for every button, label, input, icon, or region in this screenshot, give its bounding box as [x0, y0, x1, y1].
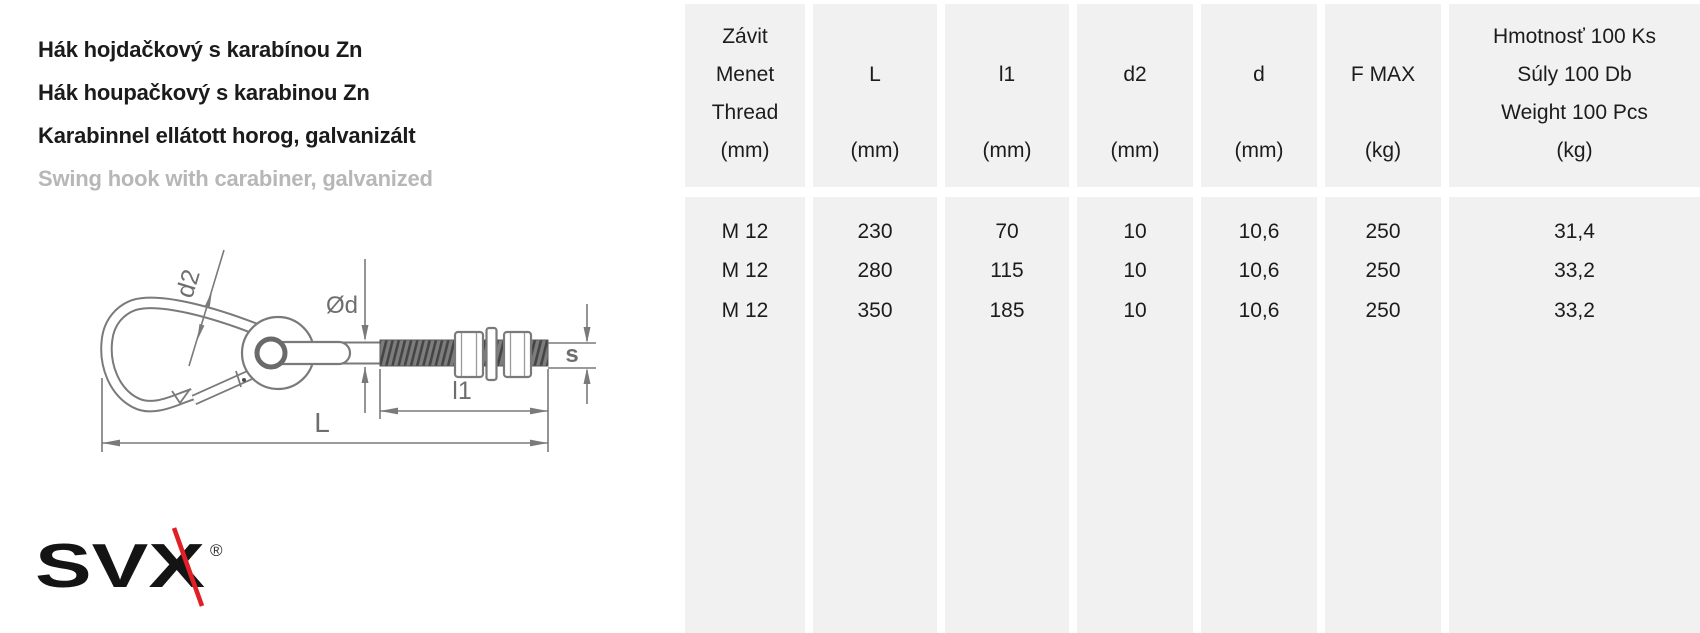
dim-label-L: L	[314, 407, 330, 438]
body-column-4: 10,6 10,6 10,6	[1201, 197, 1317, 633]
spec-table: Závit Menet Thread (mm) L (mm) l1 (mm) d2 (mm) d (m…	[685, 0, 1700, 633]
header-cell-3: d2 (mm)	[1077, 4, 1193, 187]
table-cell-r0-c4: 10,6	[1238, 219, 1280, 243]
hex-nut	[453, 330, 485, 379]
header-line-c4-l1: d	[1253, 63, 1265, 86]
title-hu: Karabinnel ellátott horog, galvanizált	[38, 123, 416, 148]
title-cz: Hák houpačkový s karabinou Zn	[38, 80, 370, 105]
header-line-c0-l2: Thread	[711, 101, 779, 124]
technical-drawing: d2 Ød s l1	[35, 249, 596, 607]
table-cell-r2-c3: 10	[1123, 298, 1147, 322]
body-column-6: 31,4 33,2 33,2	[1449, 197, 1700, 633]
registered-mark: ®	[210, 541, 223, 560]
gate-latch-line	[235, 370, 242, 388]
table-cell-r2-c4: 10,6	[1238, 298, 1280, 322]
product-titles: Hák hojdačkový s karabínou Zn Hák houpač…	[38, 28, 433, 200]
svx-logo-text: SVX	[35, 532, 205, 601]
body-column-1: 230 280 350	[813, 197, 937, 633]
eye-hole	[254, 336, 288, 370]
table-cell-r0-c5: 250	[1365, 219, 1401, 243]
dim-d	[361, 259, 369, 413]
header-line-c0-l0: Závit	[722, 25, 768, 48]
header-line-c5-l3: (kg)	[1364, 139, 1402, 162]
table-cell-r2-c1: 350	[857, 298, 893, 322]
header-line-c4-l0	[1201, 18, 1317, 56]
header-line-c2-l1: l1	[998, 63, 1016, 86]
table-cell-r0-c3: 10	[1123, 219, 1147, 243]
header-cell-0: Závit Menet Thread (mm)	[685, 4, 805, 187]
dim-d2	[188, 249, 225, 367]
header-line-c2-l3: (mm)	[982, 139, 1032, 162]
header-line-c2-l2	[945, 94, 1069, 132]
table-cell-r1-c2: 115	[990, 259, 1024, 283]
header-cell-4: d (mm)	[1201, 4, 1317, 187]
header-line-c3-l3: (mm)	[1110, 139, 1160, 162]
table-cell-r0-c1: 230	[857, 219, 893, 243]
shaft	[254, 336, 381, 370]
header-cell-2: l1 (mm)	[945, 4, 1069, 187]
header-line-c6-l2: Weight 100 Pcs	[1501, 101, 1648, 124]
table-cell-r1-c1: 280	[857, 259, 893, 283]
table-cell-r0-c0: M 12	[721, 219, 769, 243]
washer	[485, 326, 498, 382]
header-line-c1-l2	[813, 94, 937, 132]
table-cell-r2-c5: 250	[1365, 298, 1401, 322]
header-line-c1-l0	[813, 18, 937, 56]
logo-red-slash	[171, 527, 205, 607]
table-cell-r2-c6: 33,2	[1554, 298, 1595, 322]
header-line-c0-l1: Menet	[715, 63, 775, 86]
dim-l1	[379, 369, 548, 419]
dim-s	[548, 304, 596, 404]
dim-L	[101, 369, 549, 452]
header-line-c3-l2	[1077, 94, 1193, 132]
table-cell-r1-c5: 250	[1365, 259, 1401, 283]
hex-nut	[502, 330, 533, 379]
dim-label-d2: d2	[171, 266, 206, 301]
gate-notch	[171, 388, 191, 405]
table-cell-r1-c6: 33,2	[1554, 259, 1595, 283]
header-line-c3-l0	[1077, 18, 1193, 56]
dim-label-d: Ød	[326, 292, 358, 319]
title-en: Swing hook with carabiner, galvanized	[38, 166, 433, 191]
header-line-c5-l1: F MAX	[1350, 63, 1416, 86]
header-line-c6-l3: (kg)	[1556, 139, 1593, 162]
body-column-0: M 12 M 12 M 12	[685, 197, 805, 633]
body-column-5: 250 250 250	[1325, 197, 1441, 633]
body-column-3: 10 10 10	[1077, 197, 1193, 633]
table-cell-r0-c2: 70	[995, 219, 1019, 243]
header-cell-5: F MAX (kg)	[1325, 4, 1441, 187]
dim-label-l1: l1	[452, 377, 471, 405]
header-line-c6-l0: Hmotnosť 100 Ks	[1492, 25, 1657, 48]
header-cell-1: L (mm)	[813, 4, 937, 187]
svx-logo: SVX ®	[35, 527, 223, 607]
table-cell-r2-c2: 185	[989, 298, 1025, 322]
header-line-c3-l1: d2	[1123, 63, 1147, 86]
header-line-c5-l0	[1325, 18, 1441, 56]
header-line-c5-l2	[1325, 94, 1441, 132]
table-cell-r1-c4: 10,6	[1238, 259, 1280, 283]
carabiner-body	[100, 296, 259, 413]
title-sk: Hák hojdačkový s karabínou Zn	[38, 37, 363, 62]
table-cell-r1-c3: 10	[1123, 259, 1147, 283]
table-cell-r1-c0: M 12	[721, 259, 769, 283]
table-cell-r2-c0: M 12	[721, 298, 769, 322]
header-line-c2-l0	[945, 18, 1069, 56]
header-line-c4-l2	[1201, 94, 1317, 132]
table-cell-r0-c6: 31,4	[1554, 219, 1595, 243]
header-line-c0-l3: (mm)	[720, 139, 770, 162]
dim-label-s: s	[565, 341, 578, 368]
header-line-c4-l3: (mm)	[1234, 139, 1284, 162]
body-column-2: 70 115 185	[945, 197, 1069, 633]
header-line-c1-l3: (mm)	[850, 139, 900, 162]
header-cell-6: Hmotnosť 100 Ks Súly 100 Db Weight 100 Pcs…	[1449, 4, 1700, 187]
header-line-c1-l1: L	[869, 63, 881, 86]
header-line-c6-l1: Súly 100 Db	[1517, 63, 1632, 86]
gate-pin	[242, 378, 246, 382]
nuts-and-washer	[453, 326, 533, 382]
